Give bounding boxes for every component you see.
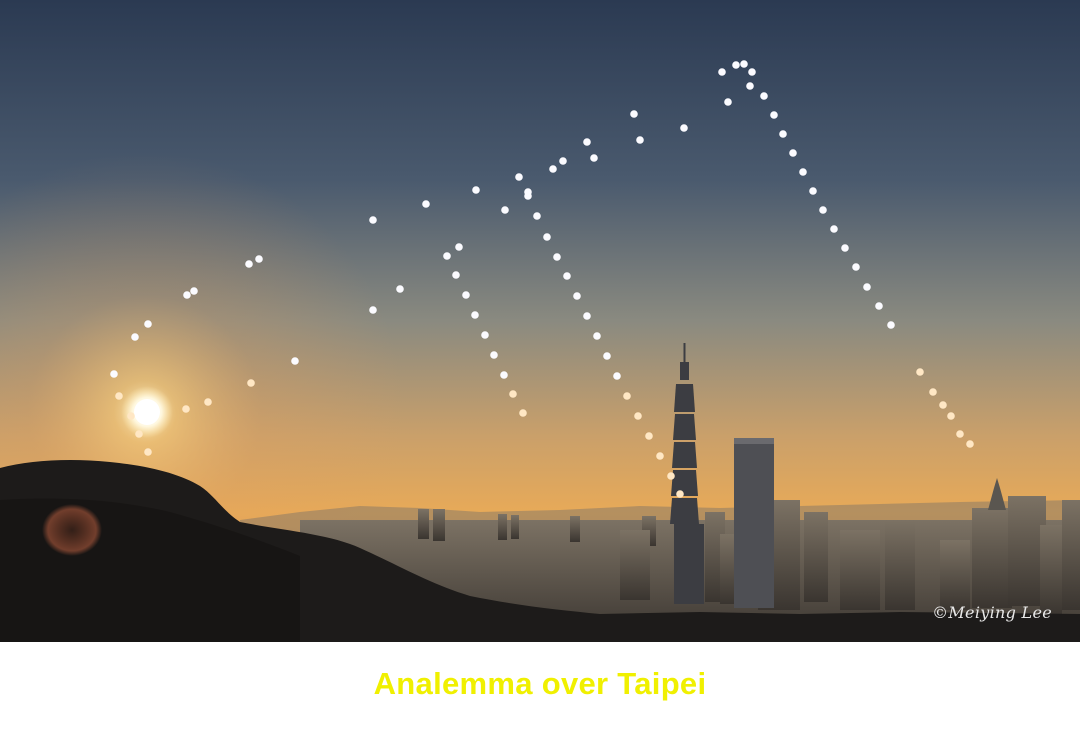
sun-position-dot xyxy=(115,392,123,400)
sun-position-dot xyxy=(667,472,675,480)
sun-position-dot xyxy=(245,260,253,268)
sun-position-dot xyxy=(645,432,653,440)
sun-position-dot xyxy=(291,357,299,365)
sun-position-dot xyxy=(724,98,732,106)
sun-position-dot xyxy=(519,409,527,417)
sun-position-dot xyxy=(127,412,135,420)
sun-position-dot xyxy=(533,212,541,220)
skyscraper xyxy=(734,438,774,608)
sun-position-dot xyxy=(500,371,508,379)
sun-position-dot xyxy=(748,68,756,76)
sun-position-dot xyxy=(929,388,937,396)
sun-position-dot xyxy=(636,136,644,144)
sun-position-dot xyxy=(593,332,601,340)
taipei-101-tower xyxy=(670,343,704,604)
sun-position-dot xyxy=(830,225,838,233)
sun-position-dot xyxy=(680,124,688,132)
sun-position-dot xyxy=(204,398,212,406)
sun-position-dot xyxy=(135,430,143,438)
sun-position-dot xyxy=(563,272,571,280)
sun-position-dot xyxy=(718,68,726,76)
sun-position-dot xyxy=(947,412,955,420)
sun-position-dot xyxy=(481,331,489,339)
photo-credit: ©Meiying Lee xyxy=(932,603,1052,622)
sun-position-dot xyxy=(676,490,684,498)
sun-position-dot xyxy=(779,130,787,138)
sun-position-dot xyxy=(110,370,118,378)
sun-position-dot xyxy=(183,291,191,299)
lens-flare xyxy=(42,504,102,556)
sun-position-dot xyxy=(573,292,581,300)
sun-position-dot xyxy=(863,283,871,291)
sun-position-dot xyxy=(956,430,964,438)
sun-position-dot xyxy=(515,173,523,181)
sun-position-dot xyxy=(740,60,748,68)
sun-position-dot xyxy=(369,306,377,314)
sun-position-dot xyxy=(603,352,611,360)
sun-position-dot xyxy=(746,82,754,90)
sun-position-dot xyxy=(509,390,517,398)
sun-position-dot xyxy=(472,186,480,194)
sun-position-dot xyxy=(549,165,557,173)
sun-position-dot xyxy=(770,111,778,119)
sun-position-dot xyxy=(369,216,377,224)
sun-position-dot xyxy=(396,285,404,293)
sun-position-dot xyxy=(799,168,807,176)
sun-position-dot xyxy=(809,187,817,195)
sun-position-dot xyxy=(144,320,152,328)
sun-position-dot xyxy=(613,372,621,380)
sun-position-dot xyxy=(543,233,551,241)
sun-position-dot xyxy=(841,244,849,252)
sun-position-dot xyxy=(732,61,740,69)
sun-position-dot xyxy=(462,291,470,299)
sun-position-dot xyxy=(422,200,430,208)
photo-scene xyxy=(0,0,1080,642)
sun-position-dot xyxy=(634,412,642,420)
sun-position-dot xyxy=(939,401,947,409)
sun-position-dot xyxy=(760,92,768,100)
image-caption: Analemma over Taipei xyxy=(373,666,707,701)
sun-position-dot xyxy=(630,110,638,118)
analemma-sun-positions xyxy=(110,60,974,498)
sun-position-dot xyxy=(144,448,152,456)
sun-position-dot xyxy=(656,452,664,460)
sun-position-dot xyxy=(623,392,631,400)
sun-position-dot xyxy=(490,351,498,359)
sun-position-dot xyxy=(471,311,479,319)
sun-position-dot xyxy=(583,138,591,146)
sun-position-dot xyxy=(887,321,895,329)
sun-position-dot xyxy=(452,271,460,279)
sun-position-dot xyxy=(524,188,532,196)
sun-position-dot xyxy=(443,252,451,260)
analemma-photo: ©Meiying Lee xyxy=(0,0,1080,642)
sun-position-dot xyxy=(255,255,263,263)
sun-position-dot xyxy=(131,333,139,341)
sun-position-dot xyxy=(455,243,463,251)
sun-position-dot xyxy=(852,263,860,271)
sun-position-dot xyxy=(966,440,974,448)
sun-position-dot xyxy=(553,253,561,261)
sun-position-dot xyxy=(583,312,591,320)
sun-position-dot xyxy=(182,405,190,413)
sun-position-dot xyxy=(247,379,255,387)
sun-position-dot xyxy=(819,206,827,214)
sun-position-dot xyxy=(190,287,198,295)
spire-building xyxy=(988,478,1006,510)
sun-position-dot xyxy=(916,368,924,376)
sun-position-dot xyxy=(789,149,797,157)
sun-position-dot xyxy=(559,157,567,165)
caption-bar: Analemma over Taipei xyxy=(0,642,1080,742)
sun-position-dot xyxy=(875,302,883,310)
sun-position-dot xyxy=(501,206,509,214)
sun-position-dot xyxy=(590,154,598,162)
